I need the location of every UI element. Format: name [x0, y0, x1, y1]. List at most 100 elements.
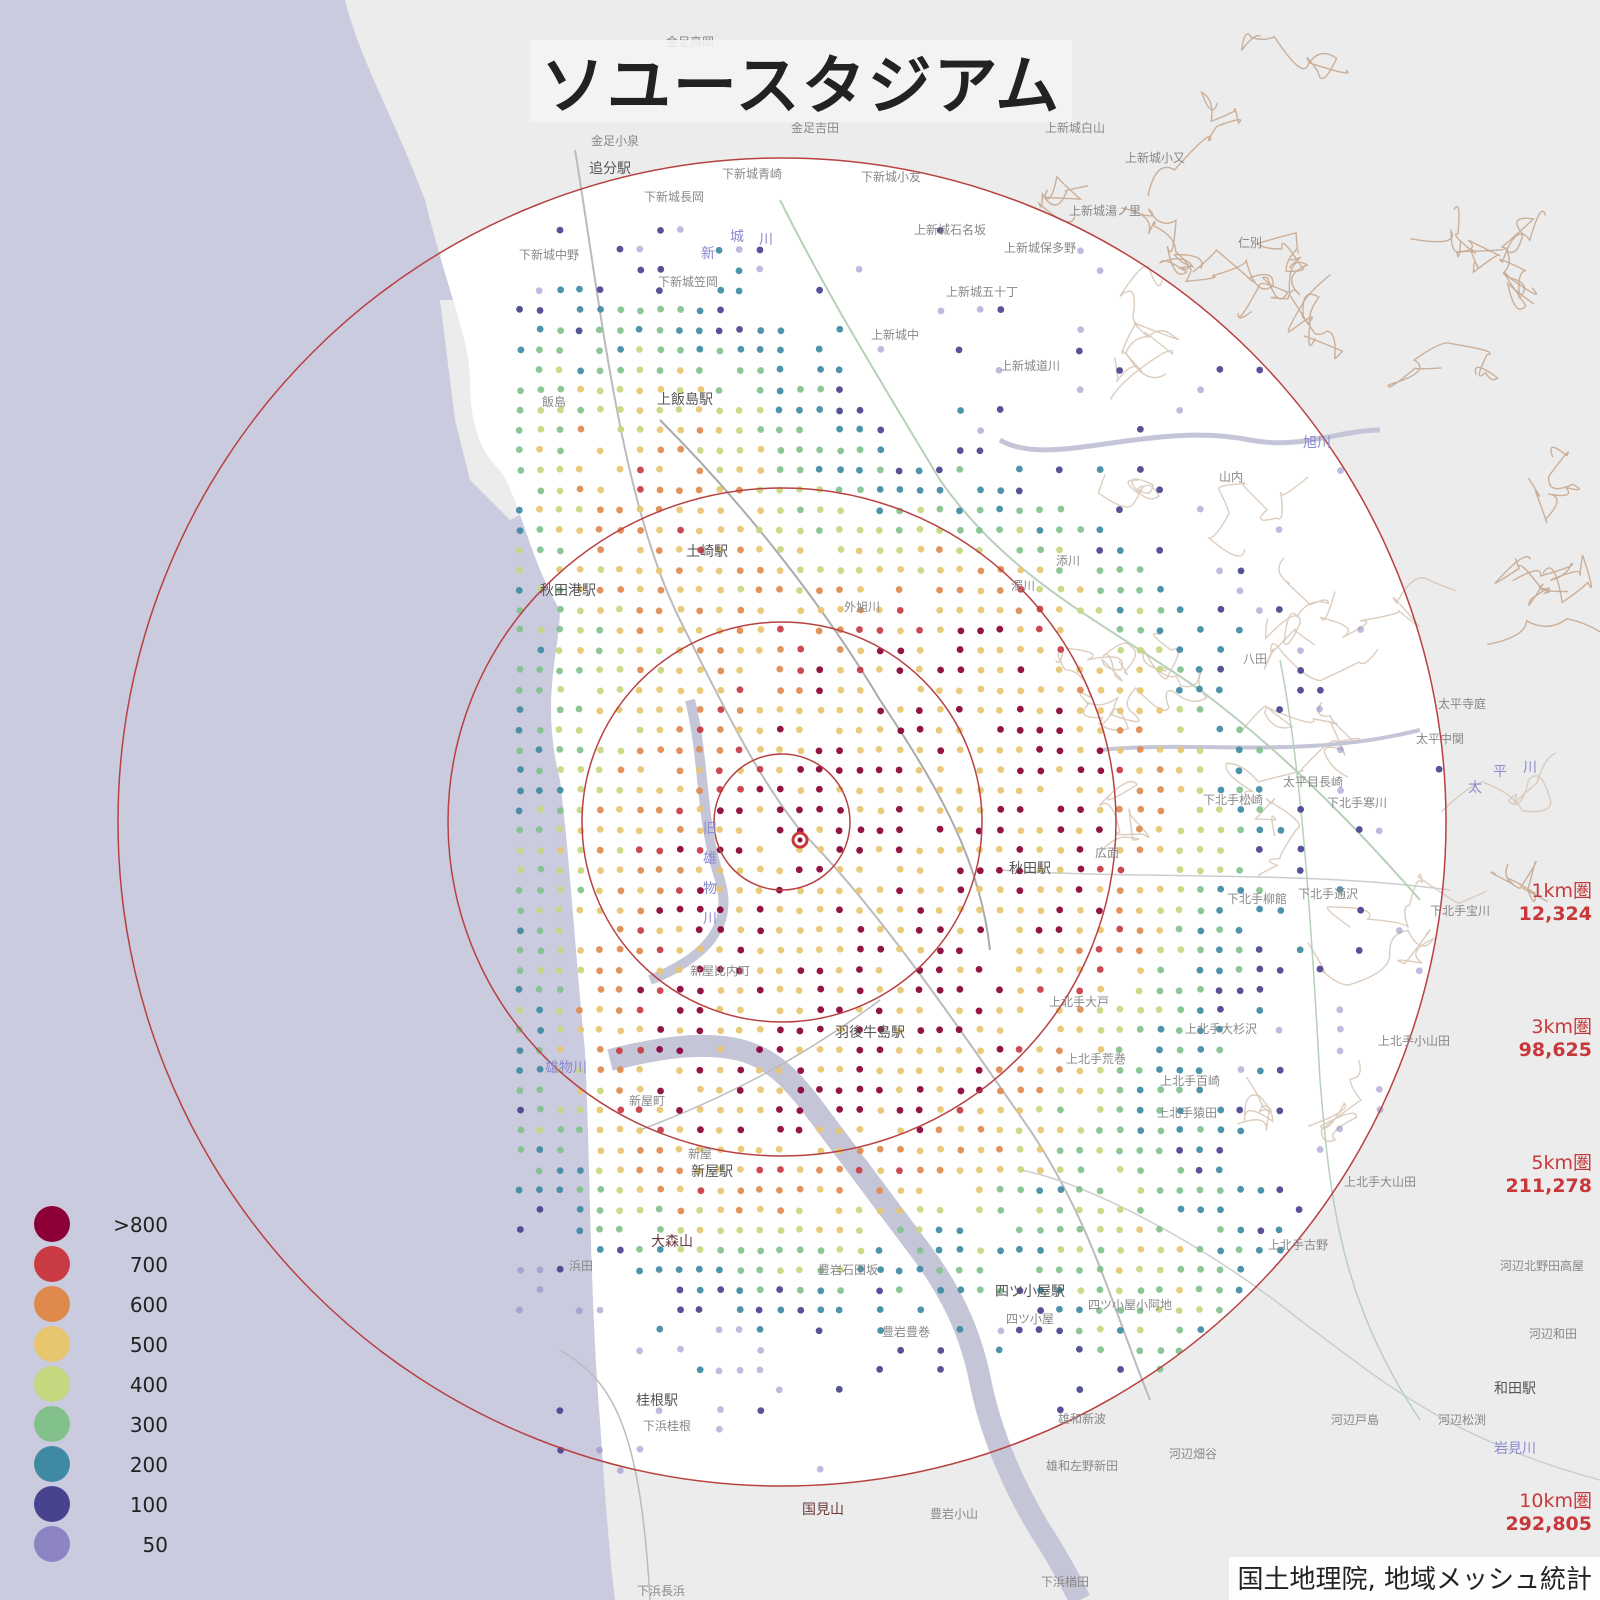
- mesh-dot: [1297, 686, 1304, 694]
- mesh-dot: [675, 545, 683, 553]
- mesh-dot: [696, 1106, 704, 1113]
- mesh-dot: [1256, 1067, 1264, 1075]
- mesh-dot: [775, 526, 783, 534]
- mesh-dot: [836, 1165, 844, 1173]
- mesh-dot: [656, 1166, 664, 1174]
- mesh-dot: [1017, 645, 1024, 653]
- mesh-dot: [877, 1266, 885, 1274]
- mesh-dot: [1096, 806, 1104, 814]
- mesh-dot: [1056, 1206, 1064, 1214]
- mesh-dot: [857, 486, 864, 494]
- mesh-dot: [1077, 906, 1084, 914]
- mesh-dot: [877, 1327, 885, 1334]
- mesh-dot: [1016, 867, 1023, 875]
- mesh-dot: [876, 1086, 883, 1094]
- mesh-dot: [837, 447, 845, 455]
- mesh-dot: [755, 526, 763, 534]
- mesh-dot: [816, 1025, 824, 1033]
- mesh-dot: [1056, 1327, 1064, 1335]
- mesh-dot: [836, 325, 844, 333]
- mesh-dot: [1155, 1147, 1163, 1155]
- mesh-dot: [1255, 946, 1263, 953]
- mesh-dot: [535, 287, 543, 295]
- mesh-dot: [775, 1067, 783, 1074]
- mesh-dot: [936, 1267, 943, 1274]
- mesh-dot: [996, 746, 1004, 754]
- mesh-dot: [1055, 605, 1063, 613]
- mesh-dot: [735, 287, 743, 295]
- ring-stat-10km: 10km圏 292,805: [1505, 1490, 1592, 1536]
- mesh-dot: [1096, 826, 1103, 834]
- mesh-dot: [575, 727, 583, 734]
- mesh-dot: [736, 1226, 744, 1234]
- mesh-dot: [616, 1066, 624, 1074]
- mesh-dot: [755, 586, 763, 594]
- mesh-dot: [696, 1145, 704, 1153]
- mesh-dot: [1136, 886, 1144, 894]
- mesh-dot: [1055, 666, 1063, 673]
- mesh-dot: [1037, 947, 1044, 955]
- mesh-dot: [596, 707, 604, 715]
- mesh-dot: [976, 447, 984, 455]
- mesh-dot: [736, 807, 743, 815]
- mesh-dot: [535, 1167, 543, 1175]
- mesh-dot: [516, 826, 524, 834]
- mesh-dot: [915, 1187, 923, 1195]
- mesh-dot: [1275, 1026, 1283, 1034]
- mesh-dot: [737, 1187, 745, 1195]
- mesh-dot: [1156, 1266, 1164, 1274]
- mesh-dot: [975, 1186, 983, 1194]
- mesh-dot: [956, 1106, 964, 1114]
- mesh-dot: [715, 246, 723, 254]
- mesh-dot: [1097, 587, 1104, 595]
- area-label: 金足吉田: [791, 120, 839, 135]
- legend-swatch: [34, 1366, 70, 1402]
- mesh-dot: [997, 1106, 1005, 1114]
- mesh-dot: [1217, 885, 1225, 893]
- area-label: 太平目長崎: [1283, 774, 1343, 789]
- mesh-dot: [657, 746, 665, 753]
- mesh-dot: [636, 786, 644, 794]
- mesh-dot: [977, 646, 985, 654]
- mesh-dot: [757, 607, 765, 615]
- mesh-dot: [697, 546, 705, 554]
- mesh-dot: [1056, 1225, 1064, 1233]
- mesh-dot: [1016, 767, 1024, 775]
- stadium-marker[interactable]: [791, 831, 809, 849]
- mesh-dot: [916, 646, 924, 654]
- mesh-dot: [616, 686, 624, 693]
- mesh-dot: [1177, 1166, 1185, 1174]
- mesh-dot: [576, 285, 583, 293]
- mesh-dot: [996, 1007, 1003, 1014]
- area-label: 上北手大山田: [1344, 1175, 1416, 1189]
- mesh-dot: [956, 966, 964, 974]
- mesh-dot: [1076, 1026, 1083, 1033]
- mesh-dot: [616, 465, 624, 473]
- mesh-dot: [696, 467, 704, 475]
- mesh-dot: [516, 1087, 524, 1094]
- mesh-dot: [1217, 1206, 1224, 1214]
- mesh-dot: [515, 985, 523, 993]
- mesh-dot: [596, 1207, 604, 1214]
- mesh-dot: [1036, 1146, 1044, 1153]
- mesh-dot: [1036, 566, 1044, 574]
- mesh-dot: [916, 1085, 924, 1093]
- mesh-dot: [515, 426, 523, 434]
- mesh-dot: [1116, 1106, 1124, 1113]
- mesh-dot: [695, 1167, 703, 1175]
- mesh-dot: [977, 1146, 985, 1154]
- mesh-dot: [797, 787, 805, 794]
- mesh-dot: [636, 1267, 643, 1275]
- mesh-dot: [1117, 586, 1124, 594]
- mesh-dot: [1156, 706, 1164, 714]
- mesh-dot: [696, 827, 704, 835]
- mesh-dot: [696, 307, 704, 315]
- mesh-dot: [757, 507, 765, 515]
- roads: [559, 149, 1600, 1600]
- mesh-dot: [796, 1266, 803, 1274]
- mesh-dot: [1217, 847, 1224, 854]
- mesh-dot: [737, 926, 745, 934]
- mesh-dot: [655, 866, 663, 873]
- mesh-dot: [1095, 607, 1103, 614]
